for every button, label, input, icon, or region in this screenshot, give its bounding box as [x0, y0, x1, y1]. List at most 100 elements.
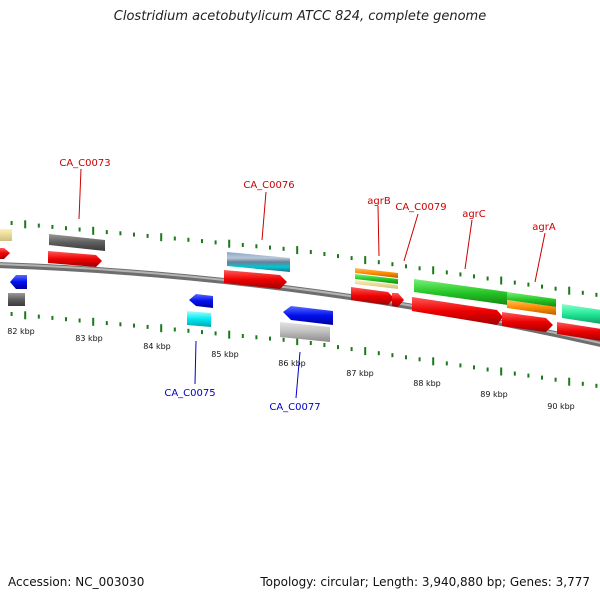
upper-minor-tick: [554, 286, 557, 291]
feature-orange-agra[interactable]: [507, 300, 556, 315]
upper-minor-tick: [37, 223, 40, 228]
lower-minor-tick: [391, 353, 394, 358]
callout-line-agrc: [464, 219, 473, 270]
feature-green-agrb[interactable]: [355, 274, 398, 284]
upper-major-tick: [160, 233, 163, 242]
kbp-label-86: 86 kbp: [278, 359, 306, 368]
callout-line-agrb: [377, 205, 380, 257]
lower-major-tick: [432, 357, 435, 366]
feature-red-forward-ca-c0079[interactable]: [392, 293, 404, 307]
lower-major-tick: [160, 324, 163, 333]
upper-minor-tick: [133, 232, 135, 237]
lower-minor-tick: [595, 383, 598, 388]
gene-label-agrc[interactable]: agrC: [462, 209, 486, 220]
feature-red-forward-85[interactable]: [224, 270, 287, 289]
upper-minor-tick: [595, 292, 598, 297]
gene-label-ca-c0079[interactable]: CA_C0079: [395, 202, 446, 213]
upper-major-tick: [568, 286, 571, 295]
upper-minor-tick: [146, 233, 149, 238]
lower-minor-tick: [187, 328, 190, 333]
lower-minor-tick: [37, 314, 40, 319]
lower-minor-tick: [269, 336, 271, 341]
lower-minor-tick: [350, 347, 353, 352]
upper-minor-tick: [486, 276, 489, 281]
feature-lightgray-ca-c0077[interactable]: [280, 322, 330, 342]
feature-red-forward-agrb[interactable]: [351, 287, 394, 305]
upper-major-tick: [92, 226, 95, 235]
gene-label-ca-c0075[interactable]: CA_C0075: [164, 388, 215, 399]
lower-minor-tick: [377, 351, 380, 356]
feature-green-agrc[interactable]: [414, 279, 508, 305]
feature-blue-reverse-86[interactable]: [283, 306, 333, 325]
callout-line-ca-c0077: [295, 351, 301, 399]
feature-gray-ca-c0073[interactable]: [49, 234, 105, 251]
lower-minor-tick: [541, 375, 543, 380]
feature-tan-agrb[interactable]: [355, 280, 398, 289]
upper-major-tick: [500, 276, 503, 285]
lower-minor-tick: [10, 312, 13, 316]
feature-orange-agrb[interactable]: [355, 268, 398, 278]
upper-tick-row: [10, 220, 598, 297]
upper-minor-tick: [541, 284, 543, 289]
lower-minor-tick: [309, 341, 312, 345]
lower-minor-tick: [527, 373, 530, 378]
gene-label-ca-c0077[interactable]: CA_C0077: [269, 402, 320, 413]
upper-minor-tick: [10, 221, 13, 225]
lower-major-tick: [24, 311, 27, 320]
feature-gray-reverse-82[interactable]: [8, 293, 25, 306]
upper-major-tick: [364, 256, 367, 265]
feature-red-forward-88[interactable]: [412, 297, 503, 325]
gene-label-agra[interactable]: agrA: [532, 222, 556, 233]
upper-minor-tick: [269, 245, 271, 250]
upper-minor-tick: [418, 266, 421, 271]
upper-minor-tick: [309, 250, 312, 254]
gene-label-ca-c0076[interactable]: CA_C0076: [243, 180, 294, 191]
topology-summary: Topology: circular; Length: 3,940,880 bp…: [260, 575, 590, 589]
feature-red-forward-partial[interactable]: [0, 248, 10, 259]
callout-line-agra: [534, 232, 546, 283]
lower-minor-tick: [65, 317, 67, 322]
lower-minor-tick: [51, 315, 54, 320]
upper-minor-tick: [173, 236, 176, 241]
kbp-label-84: 84 kbp: [143, 342, 171, 351]
lower-major-tick: [364, 347, 367, 356]
lower-minor-tick: [214, 331, 217, 336]
upper-minor-tick: [201, 239, 203, 244]
lower-minor-tick: [255, 335, 258, 340]
lower-minor-tick: [241, 334, 244, 338]
upper-minor-tick: [581, 290, 584, 295]
upper-minor-tick: [65, 226, 67, 231]
callout-line-ca-c0076: [261, 191, 267, 241]
feature-red-forward-83[interactable]: [48, 251, 102, 267]
lower-minor-tick: [581, 381, 584, 386]
feature-mint-forward-partial[interactable]: [562, 304, 600, 324]
feature-striped-ca-c0076[interactable]: [227, 252, 290, 272]
upper-minor-tick: [323, 252, 326, 256]
map-title: Clostridium acetobutylicum ATCC 824, com…: [113, 9, 487, 24]
lower-minor-tick: [445, 361, 448, 366]
feature-blue-reverse-82[interactable]: [10, 275, 27, 289]
upper-minor-tick: [214, 240, 217, 245]
upper-minor-tick: [405, 264, 407, 269]
feature-blue-reverse-84[interactable]: [189, 294, 213, 308]
lower-minor-tick: [337, 345, 339, 350]
feature-cyan-ca-c0075[interactable]: [187, 311, 211, 327]
gene-label-ca-c0073[interactable]: CA_C0073: [59, 158, 110, 169]
upper-minor-tick: [473, 274, 475, 279]
lower-minor-tick: [323, 343, 326, 347]
feature-red-forward-partial-right[interactable]: [557, 322, 600, 341]
kbp-label-83: 83 kbp: [75, 334, 103, 343]
lower-minor-tick: [282, 337, 285, 342]
lower-minor-tick: [173, 327, 176, 332]
feature-green-agra[interactable]: [507, 292, 556, 307]
feature-tan-forward-partial[interactable]: [0, 229, 12, 241]
upper-minor-tick: [119, 231, 122, 236]
callout-line-ca-c0075: [194, 340, 197, 385]
lower-major-tick: [500, 367, 503, 376]
gene-label-agrb[interactable]: agrB: [367, 196, 391, 207]
lower-minor-tick: [78, 318, 81, 323]
kbp-label-82: 82 kbp: [7, 327, 35, 336]
upper-minor-tick: [337, 254, 339, 259]
feature-red-forward-89[interactable]: [502, 312, 553, 332]
